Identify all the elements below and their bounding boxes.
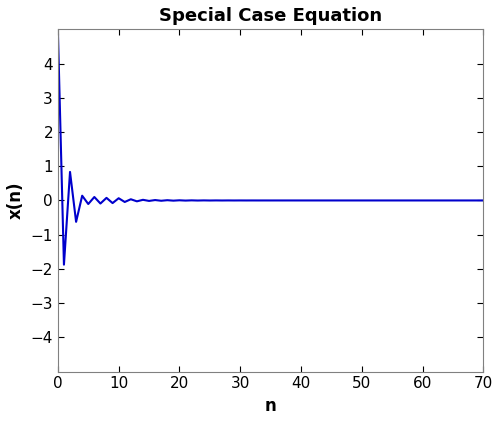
Y-axis label: x(n): x(n) [7,182,25,219]
Title: Special Case Equation: Special Case Equation [159,7,382,25]
X-axis label: n: n [265,397,276,415]
